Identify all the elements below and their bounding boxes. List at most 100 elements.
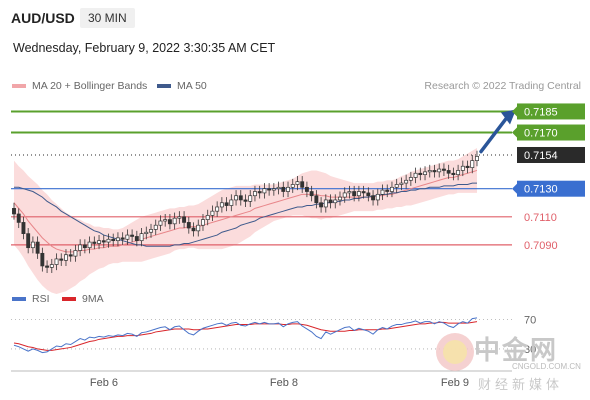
timeframe-badge[interactable]: 30 MIN — [80, 8, 135, 28]
price-label-last: 0.7154 — [524, 150, 558, 162]
ma20-swatch — [12, 84, 26, 89]
candle — [456, 170, 461, 176]
candle — [238, 195, 243, 201]
ma20-legend-label: MA 20 + Bollinger Bands — [32, 80, 148, 92]
candle — [470, 160, 475, 168]
x-tick-label: Feb 6 — [90, 377, 118, 389]
candle — [460, 165, 465, 171]
rsi-level-label: 30 — [524, 344, 536, 356]
ma50-legend-label: MA 50 — [177, 80, 207, 92]
candle — [281, 186, 286, 192]
candle — [26, 233, 31, 249]
price-label-pointer — [512, 127, 517, 138]
candle — [158, 220, 163, 226]
forecast-arrow — [479, 115, 509, 154]
candle — [248, 195, 253, 202]
candle — [295, 181, 300, 185]
candle — [234, 195, 239, 201]
candle — [35, 241, 40, 254]
price-label-pointer — [512, 183, 517, 194]
candle — [149, 229, 153, 233]
rsi-legend: RSI — [12, 293, 50, 305]
watermark-logo-icon — [436, 333, 474, 371]
candle — [120, 237, 125, 240]
candle — [465, 165, 470, 168]
candle — [267, 188, 272, 191]
candle — [385, 189, 390, 192]
candle — [215, 206, 220, 212]
candle — [413, 172, 418, 178]
candle — [40, 252, 45, 267]
candle — [115, 237, 120, 242]
candle — [196, 224, 201, 232]
chart-datetime: Wednesday, February 9, 2022 3:30:35 AM C… — [13, 41, 276, 55]
candle — [451, 172, 456, 176]
candle — [205, 215, 210, 220]
candle — [441, 168, 446, 171]
candle — [16, 213, 21, 223]
candle — [219, 202, 224, 208]
candle — [201, 219, 205, 226]
candle — [432, 170, 437, 173]
candle — [276, 186, 281, 190]
candle — [125, 234, 130, 240]
price-label-resistance: 0.7170 — [524, 128, 558, 140]
candle — [418, 172, 423, 176]
candle — [64, 254, 68, 261]
research-credit: Research © 2022 Trading Central — [424, 80, 581, 92]
candle — [375, 193, 380, 201]
bollinger-band — [14, 147, 477, 295]
candle — [408, 177, 413, 181]
candle — [191, 227, 196, 232]
candle — [352, 191, 357, 197]
candle — [111, 238, 116, 242]
chart-header: AUD/USD 30 MIN — [0, 0, 590, 38]
candle — [371, 195, 376, 201]
candle — [177, 216, 182, 219]
candle — [130, 234, 135, 237]
candle — [356, 191, 361, 197]
candle — [290, 184, 295, 188]
price-label-bg — [517, 124, 585, 141]
candle — [59, 258, 64, 261]
candle — [366, 192, 371, 197]
watermark-brand: 中金网 — [474, 335, 559, 365]
candle — [257, 191, 262, 194]
candle — [12, 208, 16, 215]
candle — [30, 241, 35, 249]
candle — [167, 219, 172, 225]
candle — [163, 219, 168, 222]
candle — [271, 188, 276, 191]
candle — [82, 244, 87, 249]
rsi-line — [13, 317, 478, 354]
candles — [12, 150, 479, 273]
candle — [262, 188, 267, 194]
candle — [394, 184, 399, 188]
price-label-bg — [517, 180, 585, 197]
candle — [338, 196, 342, 201]
candle — [300, 181, 305, 188]
candle — [87, 241, 92, 249]
candle — [144, 231, 149, 234]
candle — [437, 168, 442, 173]
ma50-legend: MA 50 — [157, 80, 207, 92]
candle — [186, 222, 191, 229]
candle — [139, 233, 144, 242]
ma9-legend: 9MA — [62, 293, 104, 305]
candle — [342, 192, 347, 198]
candle — [73, 250, 78, 257]
candle — [347, 191, 352, 194]
candle — [390, 186, 394, 192]
rsi-swatch — [12, 297, 26, 302]
ma50-line — [14, 182, 477, 247]
candle — [252, 191, 257, 197]
ma9-legend-label: 9MA — [82, 293, 104, 305]
ma20-legend: MA 20 + Bollinger Bands — [12, 80, 147, 92]
candle — [172, 217, 177, 225]
candle — [210, 210, 215, 216]
price-label-support: 0.7110 — [524, 212, 557, 224]
candle — [333, 199, 338, 204]
ma50-swatch — [157, 84, 171, 89]
candle — [423, 171, 427, 176]
